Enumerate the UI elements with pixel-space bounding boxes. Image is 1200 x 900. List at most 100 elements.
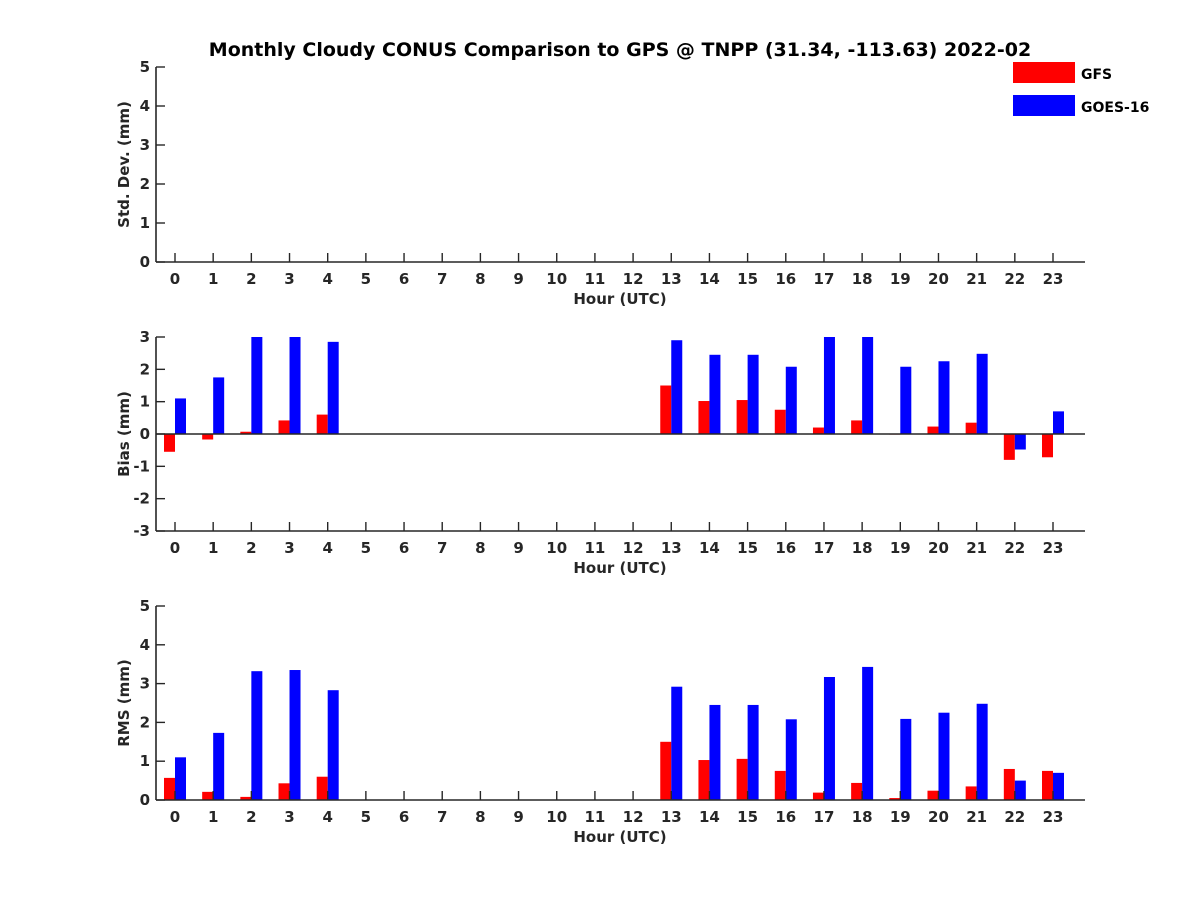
y-tick-label: 2: [140, 713, 150, 731]
y-tick-label: 1: [140, 752, 150, 770]
x-tick-label: 23: [1043, 539, 1064, 557]
x-tick-label: 20: [928, 270, 949, 288]
x-tick-label: 9: [513, 808, 523, 826]
y-tick-label: 3: [140, 675, 150, 693]
bar-gfs-hour-23: [1042, 434, 1053, 458]
bar-gfs-hour-21: [965, 422, 977, 434]
x-tick-label: 8: [475, 539, 485, 557]
x-tick-label: 4: [322, 270, 332, 288]
bar-goes16-hour-19: [900, 366, 912, 434]
x-tick-label: 9: [513, 270, 523, 288]
x-tick-label: 4: [322, 539, 332, 557]
x-tick-label: 7: [437, 270, 447, 288]
legend-swatch-gfs: [1013, 62, 1075, 83]
x-tick-label: 19: [890, 270, 911, 288]
x-tick-label: 17: [814, 270, 835, 288]
y-tick-label: 3: [140, 136, 150, 154]
x-tick-label: 10: [546, 539, 567, 557]
bar-gfs-hour-20: [927, 426, 939, 434]
x-tick-label: 23: [1043, 808, 1064, 826]
bar-gfs-hour-13: [660, 741, 672, 800]
bar-gfs-hour-3: [278, 420, 290, 434]
x-tick-label: 13: [661, 808, 682, 826]
y-tick-label: 5: [140, 597, 150, 615]
bar-gfs-hour-2: [240, 431, 252, 434]
x-tick-label: 3: [284, 539, 294, 557]
bar-goes16-hour-4: [327, 690, 339, 800]
x-tick-label: 23: [1043, 270, 1064, 288]
x-tick-label: 8: [475, 808, 485, 826]
x-tick-label: 13: [661, 270, 682, 288]
bar-goes16-hour-17: [823, 677, 835, 800]
x-tick-label: 2: [246, 270, 256, 288]
bar-goes16-hour-23: [1053, 772, 1064, 800]
x-tick-label: 5: [361, 808, 371, 826]
bar-goes16-hour-23: [1053, 411, 1064, 434]
bar-goes16-hour-13: [671, 340, 683, 434]
bar-gfs-hour-13: [660, 385, 672, 434]
x-tick-label: 5: [361, 539, 371, 557]
bar-gfs-hour-18: [851, 782, 863, 800]
bar-gfs-hour-21: [965, 786, 977, 800]
bar-gfs-hour-14: [698, 401, 710, 434]
y-tick-label: 0: [140, 253, 150, 271]
bar-goes16-hour-13: [671, 686, 683, 800]
bar-gfs-hour-15: [736, 400, 748, 434]
legend-swatch-goes16: [1013, 95, 1075, 116]
x-tick-label: 6: [399, 808, 409, 826]
x-tick-label: 21: [966, 539, 987, 557]
y-axis-label: Std. Dev. (mm): [115, 101, 133, 228]
x-tick-label: 7: [437, 539, 447, 557]
bar-goes16-hour-2: [251, 671, 263, 800]
bar-gfs-hour-2: [240, 796, 252, 800]
x-tick-label: 4: [322, 808, 332, 826]
bar-goes16-hour-3: [289, 337, 301, 434]
bar-goes16-hour-18: [862, 337, 874, 434]
bar-gfs-hour-0: [164, 777, 175, 800]
x-tick-label: 22: [1004, 270, 1025, 288]
bar-gfs-hour-4: [316, 776, 328, 800]
x-tick-label: 16: [775, 808, 796, 826]
y-tick-label: 4: [140, 97, 150, 115]
legend-label-gfs: GFS: [1081, 67, 1112, 83]
x-tick-label: 19: [890, 808, 911, 826]
x-tick-label: 0: [170, 808, 180, 826]
y-tick-label: 0: [140, 425, 150, 443]
x-tick-label: 14: [699, 539, 720, 557]
x-tick-label: 2: [246, 808, 256, 826]
x-tick-label: 19: [890, 539, 911, 557]
chart-title: Monthly Cloudy CONUS Comparison to GPS @…: [209, 39, 1031, 61]
bar-goes16-hour-19: [900, 718, 912, 800]
x-tick-label: 18: [852, 539, 873, 557]
x-tick-label: 2: [246, 539, 256, 557]
bar-goes16-hour-1: [213, 377, 225, 434]
x-tick-label: 20: [928, 808, 949, 826]
bar-goes16-hour-1: [213, 732, 225, 800]
x-tick-label: 11: [584, 270, 605, 288]
bar-gfs-hour-20: [927, 790, 939, 800]
x-tick-label: 6: [399, 270, 409, 288]
x-tick-label: 6: [399, 539, 409, 557]
y-tick-label: -3: [133, 522, 150, 540]
bar-gfs-hour-3: [278, 783, 290, 800]
x-tick-label: 5: [361, 270, 371, 288]
y-tick-label: 0: [140, 791, 150, 809]
x-tick-label: 21: [966, 270, 987, 288]
x-tick-label: 22: [1004, 539, 1025, 557]
bar-goes16-hour-14: [709, 704, 721, 800]
x-tick-label: 18: [852, 808, 873, 826]
bar-goes16-hour-3: [289, 670, 301, 800]
bar-gfs-hour-4: [316, 414, 328, 434]
bar-goes16-hour-20: [938, 361, 950, 434]
x-tick-label: 0: [170, 539, 180, 557]
x-tick-label: 7: [437, 808, 447, 826]
bar-goes16-hour-20: [938, 712, 950, 800]
x-tick-label: 12: [623, 539, 644, 557]
x-tick-label: 1: [208, 539, 218, 557]
bar-goes16-hour-21: [976, 703, 988, 800]
y-axis-label: Bias (mm): [115, 391, 133, 477]
x-tick-label: 15: [737, 539, 758, 557]
bar-goes16-hour-22: [1014, 434, 1026, 450]
